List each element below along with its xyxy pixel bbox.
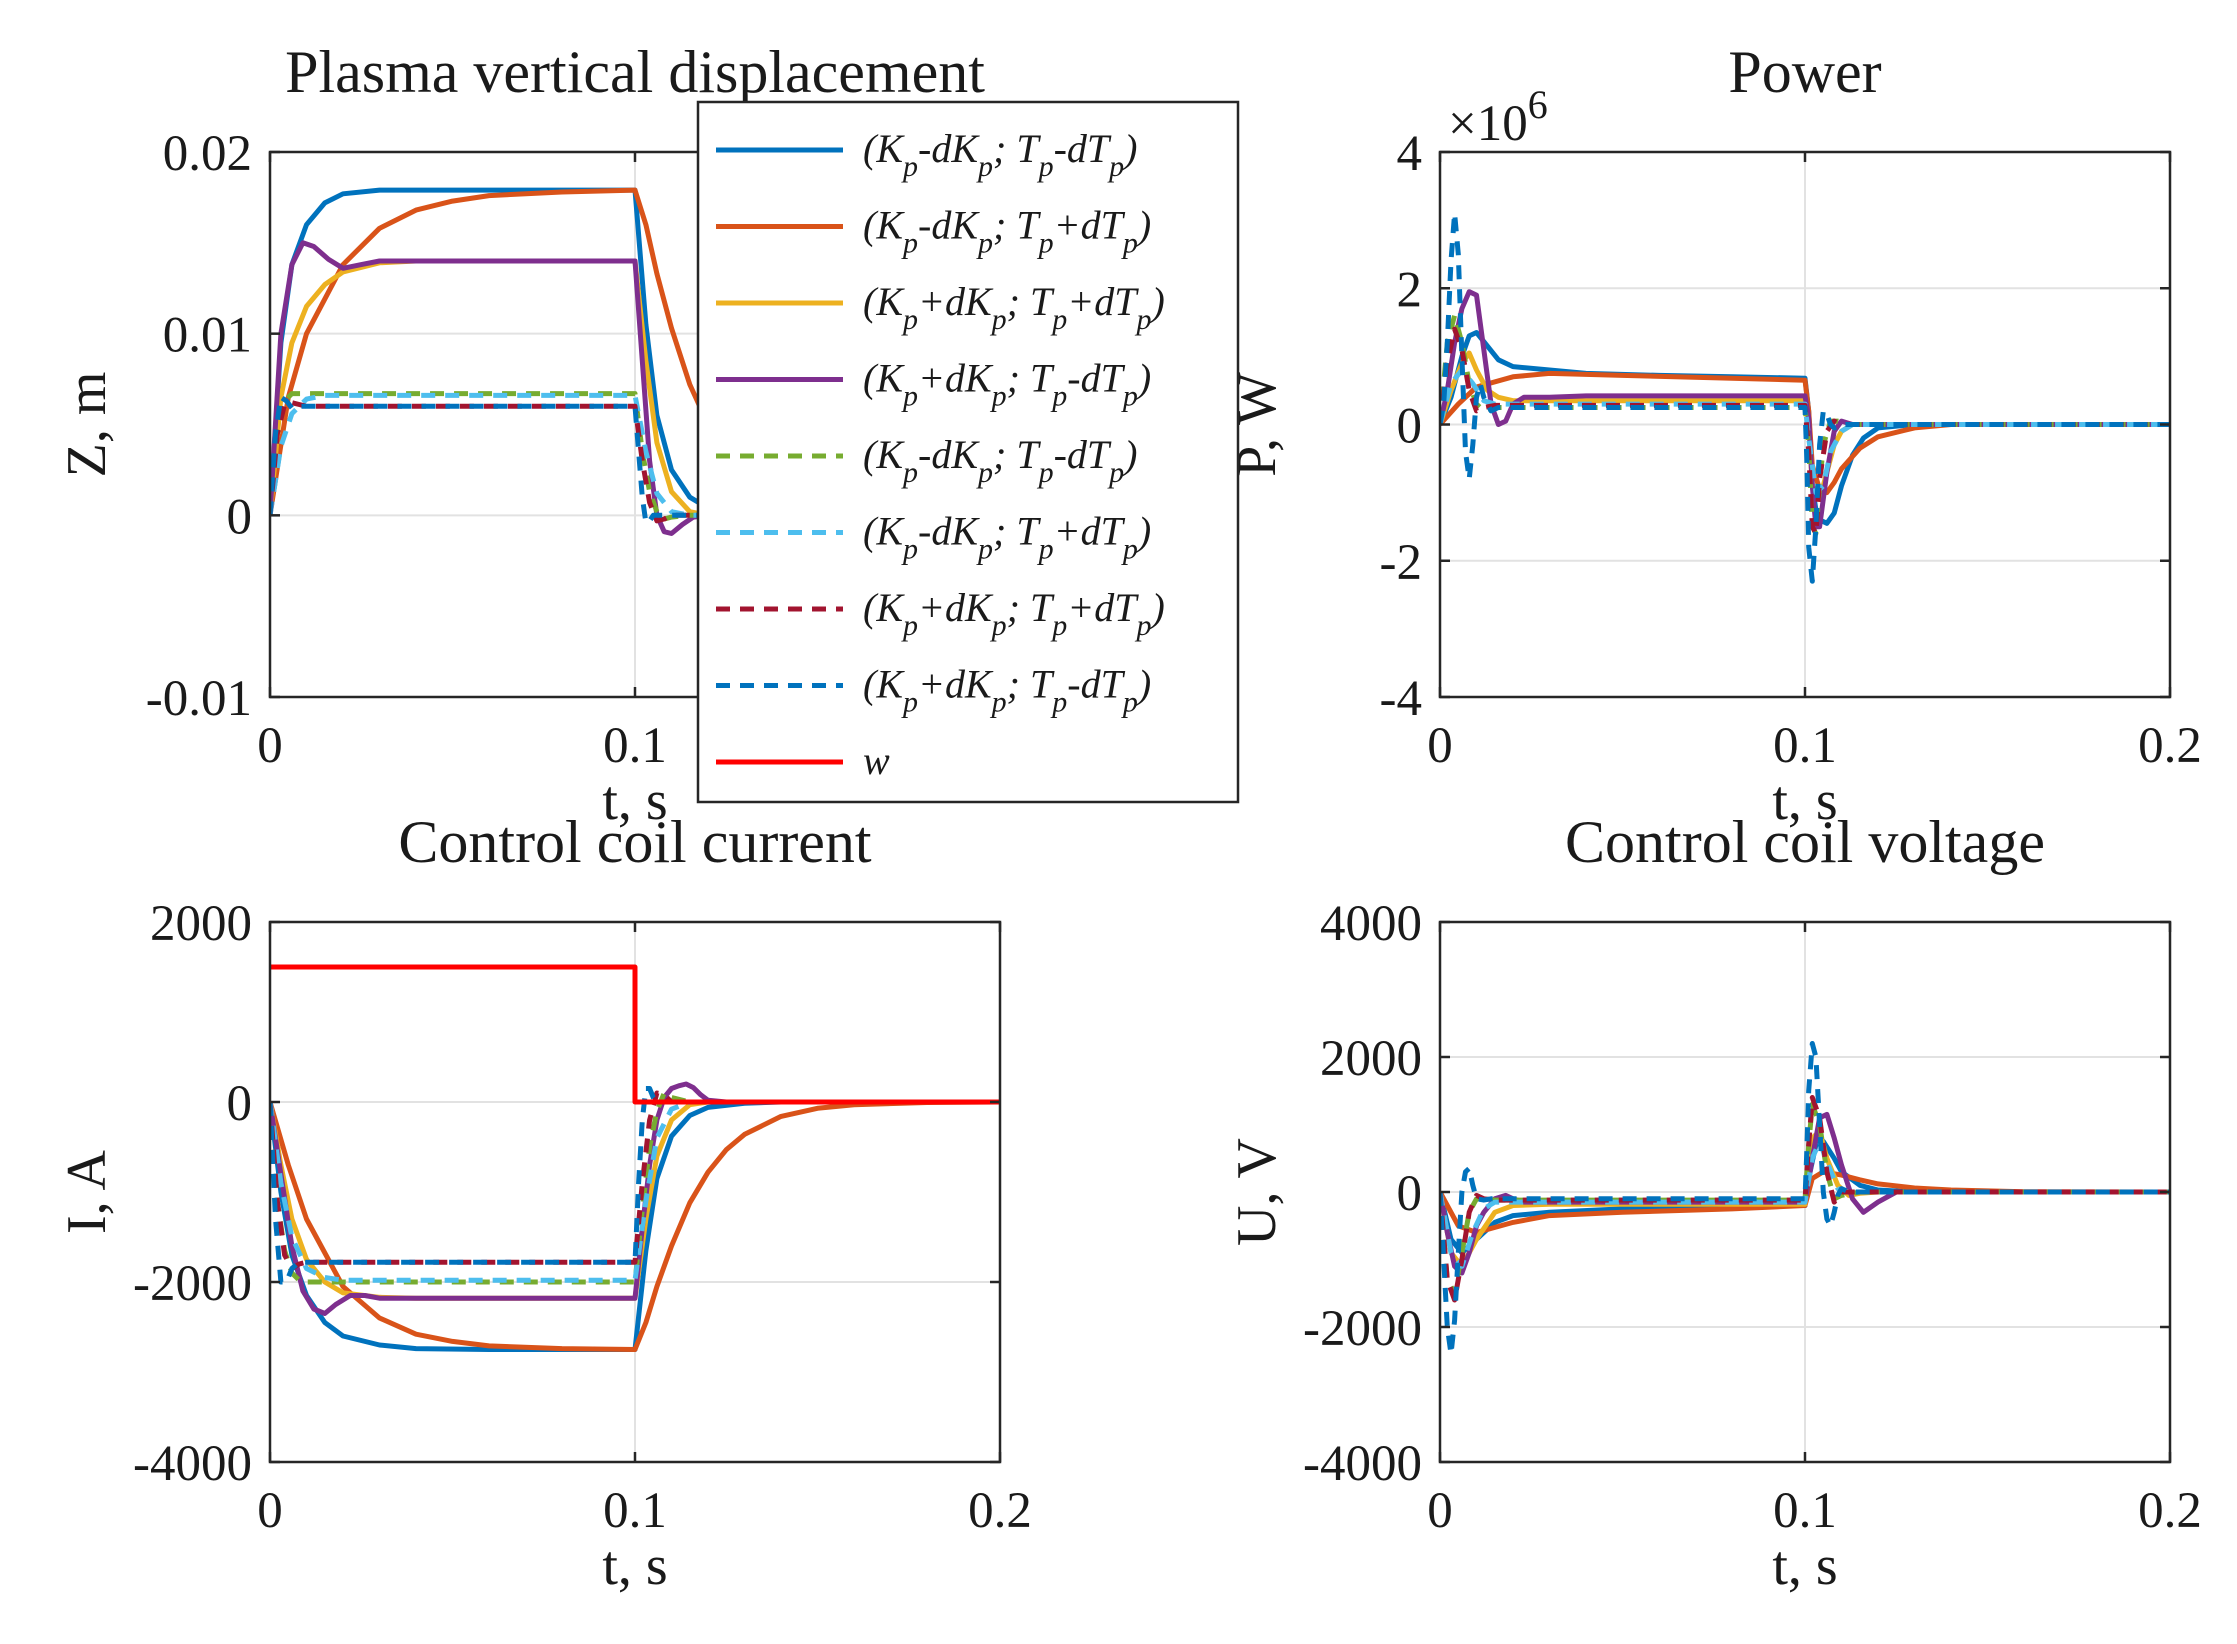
z-xtick-label: 0.1 xyxy=(603,718,667,774)
p-ytick-label: -4 xyxy=(1380,671,1422,727)
legend-label-3: (Kp+dKp; Tp+dTp) xyxy=(863,279,1165,336)
p-ytick-label: 0 xyxy=(1397,399,1423,455)
z-title: Plasma vertical displacement xyxy=(285,39,985,105)
u-plot: 0 0.1 0.2 -4000 -2000 0 2000 4000 Control coil v… xyxy=(1226,809,2202,1597)
i-series-6-line xyxy=(270,1099,1000,1283)
u-xtick-label: 0.2 xyxy=(2138,1483,2202,1539)
i-xtick-label: 0 xyxy=(257,1483,283,1539)
u-ytick-label: 2000 xyxy=(1320,1031,1422,1087)
z-xtick-label: 0 xyxy=(257,718,283,774)
u-ytick-label: -4000 xyxy=(1303,1436,1422,1492)
p-ytick-label: -2 xyxy=(1380,535,1422,591)
i-ytick-label: -4000 xyxy=(133,1436,252,1492)
i-ytick-label: 2000 xyxy=(150,896,252,952)
z-ytick-label: -0.01 xyxy=(146,671,252,727)
legend-label-6: (Kp-dKp; Tp+dTp) xyxy=(863,509,1151,566)
u-ytick-label: 4000 xyxy=(1320,896,1422,952)
p-series-6-line xyxy=(1440,367,2170,496)
i-series-2-line xyxy=(270,1099,1000,1352)
p-xtick-label: 0 xyxy=(1427,718,1453,774)
i-series-4-line xyxy=(270,1081,1000,1316)
u-ytick-label: 0 xyxy=(1397,1166,1423,1222)
z-ytick-label: 0.01 xyxy=(163,308,252,364)
u-ytick-label: -2000 xyxy=(1303,1301,1422,1357)
i-title: Control coil current xyxy=(398,809,872,875)
u-title: Control coil voltage xyxy=(1565,809,2045,875)
legend-label-7: (Kp+dKp; Tp+dTp) xyxy=(863,585,1165,642)
i-series-9-line xyxy=(270,964,1000,1105)
u-series-5-line xyxy=(1440,1101,2170,1296)
p-xtick-label: 0.1 xyxy=(1773,718,1837,774)
u-xtick-label: 0 xyxy=(1427,1483,1453,1539)
p-xlabel: t, s xyxy=(1772,770,1837,832)
i-xtick-label: 0.1 xyxy=(603,1483,667,1539)
u-series-6-line xyxy=(1440,1138,2170,1269)
legend-label-1: (Kp-dKp; Tp-dTp) xyxy=(863,126,1137,183)
legend-label-2: (Kp-dKp; Tp+dTp) xyxy=(863,203,1151,260)
legend-label-4: (Kp+dKp; Tp-dTp) xyxy=(863,356,1151,413)
legend-label-5: (Kp-dKp; Tp-dTp) xyxy=(863,432,1137,489)
z-ytick-label: 0 xyxy=(227,489,253,545)
i-plot: 0 0.1 0.2 -4000 -2000 0 2000 Control coil curre… xyxy=(56,809,1032,1597)
u-xlabel: t, s xyxy=(1772,1535,1837,1597)
z-ytick-label: 0.02 xyxy=(163,126,252,182)
i-ytick-label: 0 xyxy=(227,1076,253,1132)
u-ylabel: U, V xyxy=(1226,1138,1288,1246)
p-multiplier: ×106 xyxy=(1448,82,1548,152)
u-series-2-line xyxy=(1440,1169,2170,1235)
i-xtick-label: 0.2 xyxy=(968,1483,1032,1539)
z-series-7-line xyxy=(270,400,1000,524)
legend: (Kp-dKp; Tp-dTp) (Kp-dKp; Tp+dTp) (Kp+dKp;… xyxy=(696,100,1240,804)
i-ylabel: I, A xyxy=(56,1149,118,1234)
z-series-8-line xyxy=(270,394,1000,526)
p-ytick-label: 4 xyxy=(1397,126,1423,182)
z-ylabel: Z, m xyxy=(56,372,118,478)
u-series-8-line xyxy=(1440,1041,2170,1357)
legend-label-8: (Kp+dKp; Tp-dTp) xyxy=(863,662,1151,719)
p-multiplier-exp: 6 xyxy=(1528,82,1548,127)
p-series-8-line xyxy=(1440,210,2170,584)
p-xtick-label: 0.2 xyxy=(2138,718,2202,774)
i-xlabel: t, s xyxy=(602,1535,667,1597)
u-series-7-line xyxy=(1440,1095,2170,1303)
z-series-4-line xyxy=(270,240,1000,536)
z-xlabel: t, s xyxy=(602,770,667,832)
i-ytick-label: -2000 xyxy=(133,1256,252,1312)
legend-label-9: w xyxy=(863,738,890,783)
i-series-8-line xyxy=(270,1086,1000,1285)
u-xtick-label: 0.1 xyxy=(1773,1483,1837,1539)
p-ytick-label: 2 xyxy=(1397,262,1423,318)
p-title: Power xyxy=(1728,39,1881,105)
